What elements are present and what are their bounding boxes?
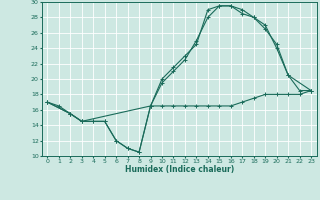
X-axis label: Humidex (Indice chaleur): Humidex (Indice chaleur): [124, 165, 234, 174]
